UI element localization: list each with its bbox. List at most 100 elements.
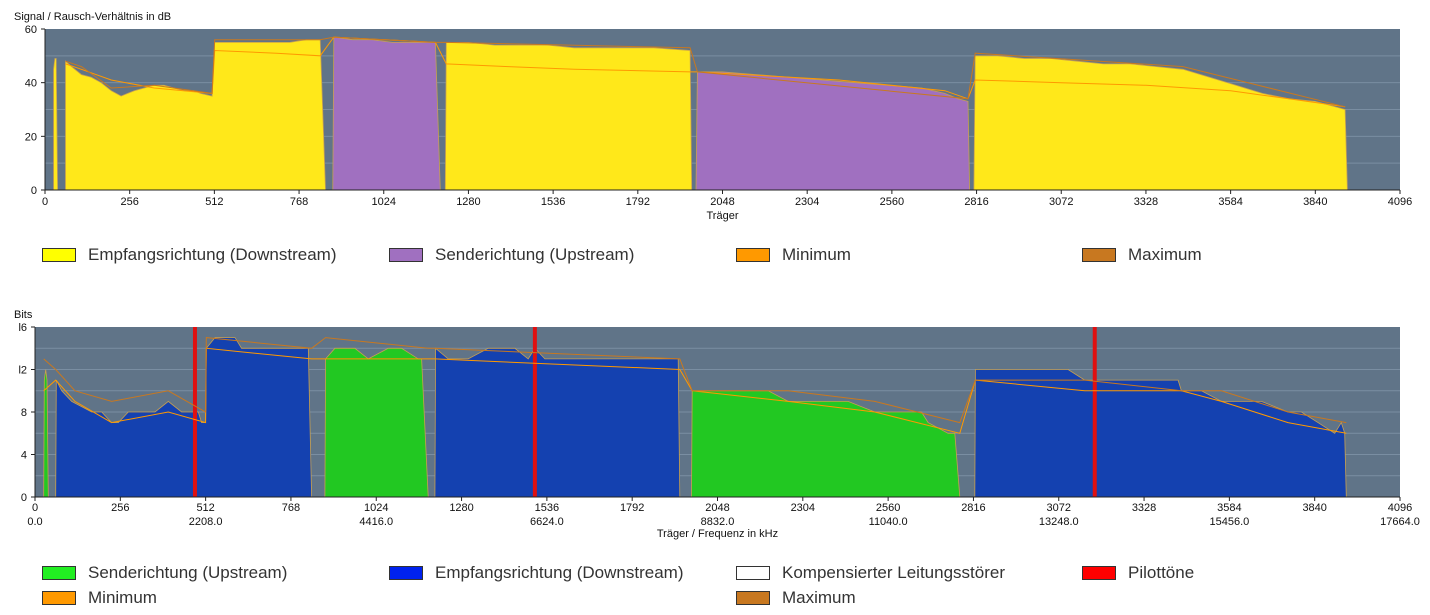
x-tick-label: 3328	[1132, 502, 1156, 514]
legend-label: Senderichtung (Upstream)	[435, 245, 635, 264]
x-tick-label: 3840	[1303, 196, 1327, 208]
series-area-downstream	[444, 42, 693, 191]
legend-snr-upstream: Senderichtung (Upstream)	[389, 245, 634, 265]
legend-bits-pilot: Pilottöne	[1082, 563, 1194, 583]
x-tick-label: 4096	[1388, 196, 1412, 208]
y-axis-label: Signal / Rausch-Verhältnis in dB	[14, 11, 171, 23]
bits-chart: 0 4 8 l2 l6 0 256 512 768 1024 1280 1536 1792 2048 230…	[14, 309, 1420, 540]
legend-swatch	[1082, 566, 1116, 580]
series-area-upstream	[324, 347, 429, 498]
x-tick-label: 3840	[1302, 502, 1326, 514]
x-tick-label: 1792	[626, 196, 650, 208]
freq-tick-label: 15456.0	[1209, 516, 1249, 528]
x-tick-label: 512	[205, 196, 223, 208]
x-tick-label: 256	[111, 502, 129, 514]
y-tick-label: 40	[25, 78, 37, 90]
legend-bits-downstream: Empfangsrichtung (Downstream)	[389, 563, 683, 583]
x-tick-label: 768	[290, 196, 308, 208]
legend-bits-maximum: Maximum	[736, 588, 856, 608]
legend-swatch	[736, 248, 770, 262]
legend-bits-compensated: Kompensierter Leitungsstörer	[736, 563, 1005, 583]
y-tick-label: 4	[21, 450, 27, 462]
x-tick-label: 3072	[1049, 196, 1073, 208]
legend-swatch	[389, 248, 423, 262]
x-tick-label: 0	[32, 502, 38, 514]
y-tick-label: l6	[18, 322, 27, 334]
freq-tick-label: 17664.0	[1380, 516, 1420, 528]
freq-tick-label: 2208.0	[189, 516, 223, 528]
x-tick-label: 3072	[1047, 502, 1071, 514]
legend-bits-minimum: Minimum	[42, 588, 157, 608]
minimum-line	[43, 347, 1347, 434]
x-tick-label: 4096	[1388, 502, 1412, 514]
freq-tick-label: 8832.0	[701, 516, 735, 528]
series-area-downstream	[434, 347, 681, 498]
legend-label: Minimum	[782, 245, 851, 264]
x-tick-label: 2816	[964, 196, 988, 208]
x-tick-label: 2048	[705, 502, 729, 514]
series-area-downstream	[65, 39, 326, 191]
maximum-line	[65, 36, 1346, 108]
x-tick-label: 1024	[364, 502, 388, 514]
y-tick-label: 20	[25, 131, 37, 143]
series-area-downstream	[55, 337, 313, 498]
legend-bits-upstream: Senderichtung (Upstream)	[42, 563, 287, 583]
legend-label: Empfangsrichtung (Downstream)	[435, 563, 684, 582]
legend-swatch	[389, 566, 423, 580]
legend-swatch	[42, 591, 76, 605]
x-axis-label: Träger / Frequenz in kHz	[657, 528, 778, 540]
x-tick-label: 1024	[372, 196, 396, 208]
x-tick-label: 2304	[791, 502, 815, 514]
x-tick-label: 3584	[1218, 196, 1242, 208]
series-area-downstream	[973, 55, 1348, 191]
x-tick-label: 3328	[1134, 196, 1158, 208]
x-tick-label: 1280	[449, 502, 473, 514]
series-area-upstream	[332, 36, 441, 191]
y-tick-label: 0	[21, 492, 27, 504]
legend-snr-downstream: Empfangsrichtung (Downstream)	[42, 245, 336, 265]
legend-label: Senderichtung (Upstream)	[88, 563, 288, 582]
series-area-downstream	[974, 369, 1347, 498]
legend-swatch	[42, 566, 76, 580]
snr-chart: 0 20 40 60 0 256 512 768 1024 1280 1536 1792 2048 230…	[14, 11, 1412, 222]
y-tick-label: l2	[18, 365, 27, 377]
x-tick-label: 2304	[795, 196, 819, 208]
legend-swatch	[1082, 248, 1116, 262]
legend-swatch	[42, 248, 76, 262]
legend-swatch	[736, 566, 770, 580]
x-tick-label: 512	[196, 502, 214, 514]
legend-label: Minimum	[88, 588, 157, 607]
freq-tick-label: 6624.0	[530, 516, 564, 528]
x-tick-label: 1280	[456, 196, 480, 208]
x-tick-label: 256	[121, 196, 139, 208]
x-tick-label: 1536	[541, 196, 565, 208]
x-tick-label: 2048	[710, 196, 734, 208]
x-tick-label: 3584	[1217, 502, 1241, 514]
x-tick-label: 1536	[535, 502, 559, 514]
y-axis-label: Bits	[14, 309, 33, 321]
x-tick-label: 0	[42, 196, 48, 208]
series-area-upstream	[695, 71, 971, 191]
x-tick-label: 2560	[880, 196, 904, 208]
x-tick-label: 768	[282, 502, 300, 514]
legend-label: Empfangsrichtung (Downstream)	[88, 245, 337, 264]
y-tick-label: 60	[25, 24, 37, 36]
y-tick-label: 0	[31, 185, 37, 197]
y-tick-label: 8	[21, 407, 27, 419]
x-axis-label: Träger	[707, 210, 739, 222]
legend-label: Maximum	[1128, 245, 1202, 264]
legend-swatch	[736, 591, 770, 605]
freq-tick-label: 11040.0	[869, 516, 908, 528]
legend-label: Maximum	[782, 588, 856, 607]
freq-tick-label: 0.0	[27, 516, 42, 528]
freq-tick-label: 13248.0	[1039, 516, 1079, 528]
legend-snr-minimum: Minimum	[736, 245, 851, 265]
legend-label: Pilottöne	[1128, 563, 1195, 582]
freq-tick-label: 4416.0	[359, 516, 393, 528]
maximum-line	[43, 337, 1347, 424]
x-tick-label: 2816	[961, 502, 985, 514]
legend-label: Kompensierter Leitungsstörer	[782, 563, 1006, 582]
x-tick-label: 2560	[876, 502, 900, 514]
x-tick-label: 1792	[620, 502, 644, 514]
